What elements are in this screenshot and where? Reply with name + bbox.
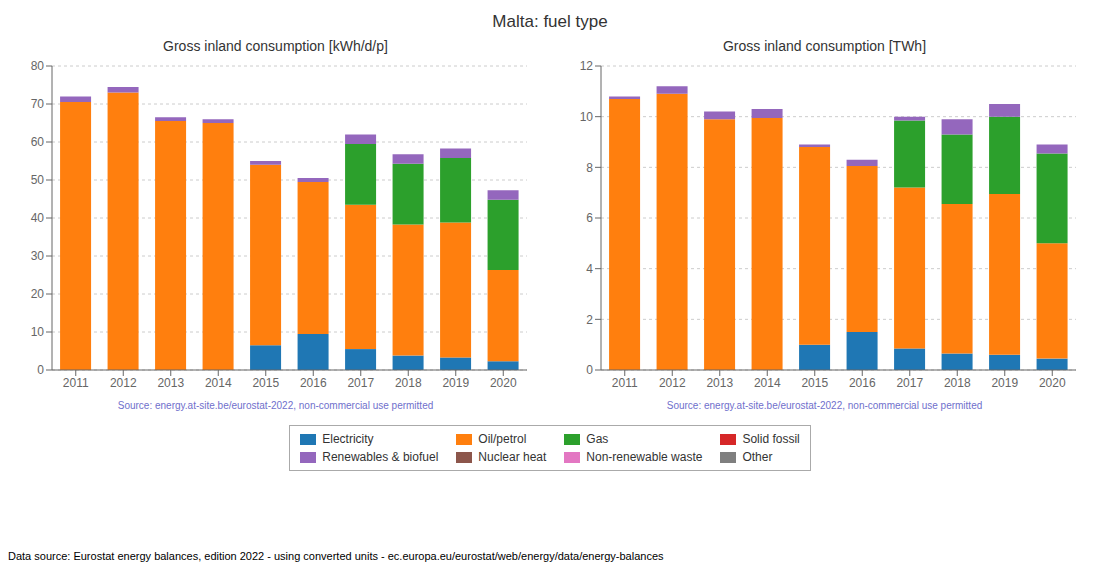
svg-text:10: 10 (580, 110, 594, 124)
svg-text:2015: 2015 (801, 376, 828, 390)
html-text:Nuclear heat: Nuclear heat (478, 450, 547, 464)
svg-text:30: 30 (31, 249, 45, 263)
svg-text:2016: 2016 (300, 376, 327, 390)
html-text:Non-renewable waste: Non-renewable waste (586, 450, 703, 464)
html-text:Electricity: Electricity (322, 432, 374, 446)
svg-text:2019: 2019 (991, 376, 1018, 390)
html-text:Renewables & biofuel: Renewables & biofuel (322, 450, 439, 464)
svg-text:2018: 2018 (944, 376, 971, 390)
svg-text:2012: 2012 (659, 376, 686, 390)
html-text:Other: Other (742, 450, 773, 464)
svg-text:2014: 2014 (205, 376, 232, 390)
svg-text:10: 10 (31, 325, 45, 339)
svg-text:2015: 2015 (252, 376, 279, 390)
svg-text:2011: 2011 (63, 376, 89, 390)
svg-text:2017: 2017 (896, 376, 923, 390)
html-text:Gross inland consumption [TWh]: Gross inland consumption [TWh] (723, 38, 926, 54)
svg-text:2012: 2012 (110, 376, 137, 390)
svg-text:2014: 2014 (754, 376, 781, 390)
svg-text:2: 2 (586, 313, 593, 327)
svg-text:4: 4 (586, 262, 593, 276)
svg-text:0: 0 (586, 363, 593, 377)
svg-text:2011: 2011 (612, 376, 638, 390)
svg-text:2018: 2018 (395, 376, 422, 390)
html-text:Malta: fuel type: Malta: fuel type (492, 12, 608, 31)
svg-text:2013: 2013 (706, 376, 733, 390)
svg-text:2017: 2017 (347, 376, 374, 390)
svg-text:2020: 2020 (1039, 376, 1066, 390)
svg-text:2016: 2016 (849, 376, 876, 390)
html-text:Source: energy.at-site.be/euro: Source: energy.at-site.be/eurostat-2022,… (117, 400, 434, 411)
svg-text:6: 6 (586, 211, 593, 225)
svg-text:70: 70 (31, 97, 45, 111)
svg-text:2019: 2019 (442, 376, 469, 390)
html-text:Gross inland consumption [kWh/: Gross inland consumption [kWh/d/p] (163, 38, 388, 54)
svg-text:60: 60 (31, 135, 45, 149)
svg-text:2020: 2020 (490, 376, 517, 390)
html-text:Oil/petrol: Oil/petrol (478, 432, 527, 446)
html-text:Gas: Gas (586, 432, 609, 446)
html-text:Source: energy.at-site.be/euro: Source: energy.at-site.be/eurostat-2022,… (666, 400, 983, 411)
svg-text:50: 50 (31, 173, 45, 187)
html-text:Data source: Eurostat energy b: Data source: Eurostat energy balances, e… (8, 550, 664, 562)
html-text:Solid fossil: Solid fossil (742, 432, 800, 446)
svg-text:12: 12 (580, 59, 594, 73)
svg-text:2013: 2013 (157, 376, 184, 390)
svg-text:20: 20 (31, 287, 45, 301)
svg-text:8: 8 (586, 161, 593, 175)
svg-text:80: 80 (31, 59, 45, 73)
svg-text:0: 0 (37, 363, 44, 377)
svg-text:40: 40 (31, 211, 45, 225)
